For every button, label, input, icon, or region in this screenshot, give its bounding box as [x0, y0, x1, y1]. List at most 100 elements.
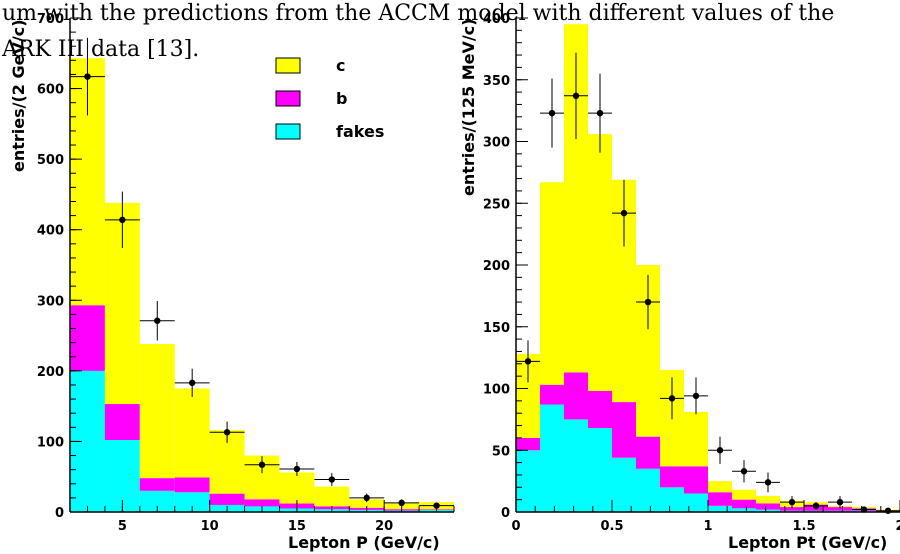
lepton-p-data-point-2	[139, 300, 175, 341]
lepton-p-xtick-label-5: 5	[118, 519, 127, 534]
lepton-pt-bar-c-3	[588, 134, 612, 391]
lepton-pt-xtick-label-1.5: 1.5	[792, 519, 815, 534]
lepton-p-ytick-label-400: 400	[37, 224, 64, 239]
lepton-p-ytick-label-0: 0	[55, 506, 64, 521]
lepton-pt-bar-fakes-1	[540, 404, 564, 512]
lepton-p-ytick-label-100: 100	[37, 435, 64, 450]
lepton-pt-marker-5	[644, 298, 652, 306]
lepton-pt-bar-b-2	[564, 372, 588, 420]
lepton-p-data-point-9	[384, 499, 420, 507]
lepton-p-bar-c-2	[139, 344, 175, 479]
lepton-pt-bar-fakes-6	[660, 487, 684, 512]
lepton-pt-marker-10	[764, 479, 772, 486]
lepton-pt-data-point-4	[612, 179, 636, 247]
lepton-p-ytick-label-600: 600	[37, 83, 64, 98]
lepton-pt-marker-6	[668, 395, 676, 402]
lepton-p-xtick-label-10: 10	[201, 519, 219, 534]
lepton-pt-marker-9	[740, 468, 748, 475]
lepton-p-data-point-0	[70, 37, 105, 116]
lepton-pt-panel: 0 50 100 150 200 250 300 350 400 0 0.5 1 1.5 2 Lepton…	[459, 12, 900, 552]
lepton-p-data-point-6	[279, 461, 315, 477]
lepton-p-bar-c-3	[174, 388, 210, 478]
lepton-pt-bar-fakes-7	[684, 493, 708, 512]
lepton-pt-y-axis-label: entries/(125 MeV/c)	[459, 18, 478, 196]
legend-label-fakes: fakes	[336, 122, 384, 141]
lepton-p-data-point-7	[314, 473, 350, 486]
lepton-p-bar-b-5	[244, 499, 280, 507]
lepton-pt-bar-b-7	[684, 466, 708, 494]
lepton-pt-marker-1	[548, 109, 556, 117]
lepton-pt-marker-2	[572, 92, 580, 100]
lepton-p-bar-b-4	[209, 493, 245, 505]
lepton-pt-data-point-12	[804, 502, 828, 510]
lepton-pt-marker-12	[812, 502, 820, 510]
legend-label-c: c	[336, 56, 345, 75]
caption-line-2: ARK III data [13].	[1, 37, 199, 62]
lepton-p-histogram-bars	[70, 58, 454, 512]
lepton-pt-bar-c-8	[708, 481, 732, 493]
lepton-pt-marker-13	[836, 498, 844, 506]
lepton-pt-data-point-0	[516, 340, 540, 383]
lepton-pt-bar-b-10	[756, 503, 780, 510]
lepton-p-bar-fakes-3	[174, 492, 210, 512]
lepton-pt-marker-15	[884, 507, 892, 514]
lepton-pt-data-point-11	[780, 495, 804, 509]
lepton-pt-data-point-8	[708, 436, 732, 464]
lepton-pt-bar-fakes-5	[636, 468, 660, 512]
lepton-pt-bar-b-3	[588, 390, 612, 429]
lepton-pt-ytick-label-200: 200	[483, 259, 510, 274]
lepton-pt-marker-8	[716, 447, 724, 454]
lepton-p-marker-10	[433, 502, 440, 509]
lepton-pt-data-point-14	[852, 506, 876, 513]
lepton-pt-ytick-label-350: 350	[483, 74, 510, 89]
lepton-pt-ytick-label-50: 50	[492, 444, 510, 459]
lepton-pt-ytick-label-0: 0	[501, 506, 510, 521]
lepton-p-marker-5	[258, 461, 266, 468]
lepton-p-data-points	[70, 37, 454, 509]
lepton-pt-bar-b-6	[660, 466, 684, 488]
lepton-p-ytick-label-700: 700	[37, 12, 64, 27]
lepton-p-data-point-8	[349, 493, 385, 503]
lepton-pt-tick-labels: 0 50 100 150 200 250 300 350 400 0 0.5 1 1.5 2	[483, 12, 900, 534]
lepton-pt-marker-0	[524, 358, 532, 365]
lepton-pt-data-point-2	[564, 52, 588, 140]
lepton-p-panel: 0 100 200 300 400 500 600 700 5 10 15 20 Lepton P (…	[9, 12, 455, 552]
lepton-p-data-point-1	[104, 191, 140, 249]
lepton-p-data-point-3	[174, 368, 210, 397]
lepton-pt-ytick-label-250: 250	[483, 197, 510, 212]
lepton-pt-bar-fakes-2	[564, 419, 588, 512]
lepton-pt-x-axis-label: Lepton Pt (GeV/c)	[728, 533, 887, 552]
lepton-pt-bar-b-9	[732, 499, 756, 509]
lepton-p-data-point-4	[209, 421, 245, 443]
lepton-pt-data-point-7	[684, 377, 708, 415]
lepton-p-data-point-5	[244, 456, 280, 474]
lepton-pt-bar-b-5	[636, 436, 660, 469]
lepton-pt-bar-fakes-8	[708, 505, 732, 512]
lepton-pt-data-points	[516, 52, 900, 514]
lepton-pt-xtick-label-0: 0	[511, 519, 520, 534]
lepton-pt-histogram-bars	[516, 24, 900, 512]
lepton-pt-marker-11	[788, 498, 796, 506]
legend: cb fakes	[275, 56, 384, 141]
lepton-pt-bar-b-0	[516, 437, 540, 451]
lepton-p-bar-b-3	[174, 477, 210, 493]
lepton-pt-data-point-9	[732, 460, 756, 483]
lepton-pt-ytick-label-300: 300	[483, 136, 510, 151]
lepton-p-axes	[69, 17, 455, 513]
lepton-p-ytick-label-300: 300	[37, 294, 64, 309]
lepton-pt-marker-7	[692, 392, 700, 400]
lepton-pt-bar-fakes-0	[516, 450, 540, 512]
legend-swatch-fakes	[275, 123, 301, 140]
lepton-p-ytick-label-200: 200	[37, 365, 64, 380]
lepton-p-marker-2	[154, 317, 161, 324]
lepton-pt-marker-14	[860, 506, 868, 513]
lepton-pt-bar-c-10	[756, 495, 780, 504]
lepton-p-y-axis-label: entries/(2 GeV/c)	[9, 19, 28, 172]
lepton-pt-ytick-label-100: 100	[483, 383, 510, 398]
lepton-p-marker-6	[293, 465, 301, 473]
lepton-p-xtick-label-20: 20	[375, 519, 393, 534]
lepton-p-bar-b-1	[104, 404, 140, 441]
lepton-pt-bar-fakes-9	[732, 508, 756, 512]
lepton-pt-data-point-6	[660, 377, 684, 420]
